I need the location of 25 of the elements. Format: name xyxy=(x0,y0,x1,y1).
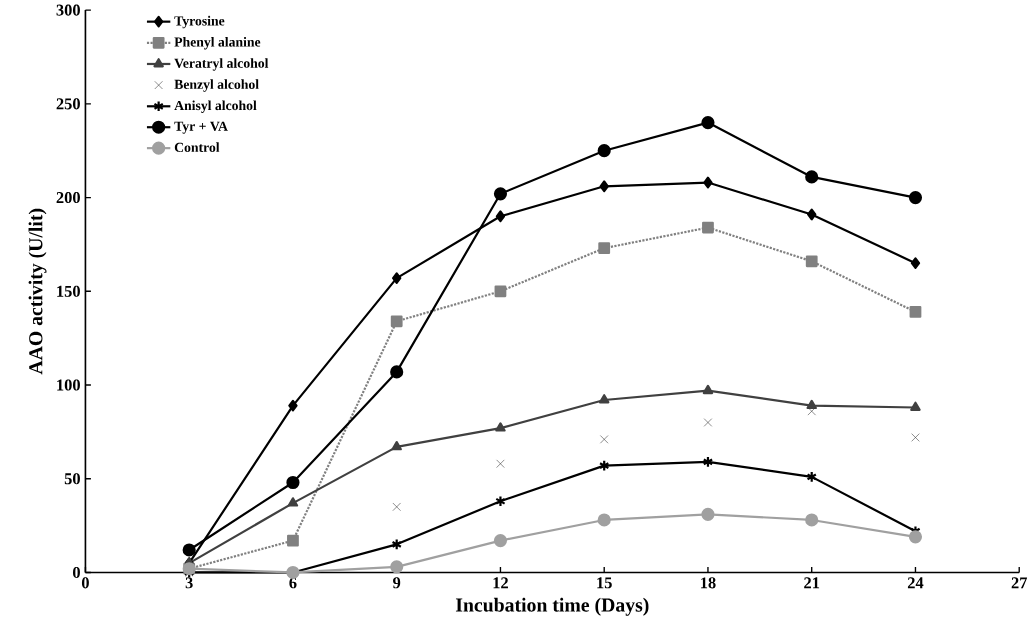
x-tick-label: 24 xyxy=(907,577,924,589)
x-tick-label: 12 xyxy=(493,577,508,589)
y-tick-label: 50 xyxy=(64,473,80,485)
x-tick-label: 27 xyxy=(1011,577,1028,589)
legend-label: Benzyl alcohol xyxy=(174,79,259,92)
x-tick-label: 15 xyxy=(597,577,612,589)
x-tick-label: 21 xyxy=(804,577,820,589)
x-tick-label: 0 xyxy=(81,577,89,589)
y-tick-label: 0 xyxy=(72,566,80,578)
y-tick-label: 250 xyxy=(56,98,80,110)
legend-label: Phenyl alanine xyxy=(174,36,261,50)
y-tick-label: 100 xyxy=(57,379,80,391)
x-tick-label: 18 xyxy=(701,577,716,589)
y-axis-title: AAO activity (U/lit) xyxy=(28,208,47,375)
y-tick-label: 200 xyxy=(56,191,80,203)
x-tick-label: 3 xyxy=(185,577,193,589)
legend-label: Veratryl alcohol xyxy=(174,58,269,71)
y-tick-label: 150 xyxy=(57,285,80,297)
legend-label: Tyrosine xyxy=(174,15,225,29)
y-tick-label: 300 xyxy=(56,4,80,16)
legend-label: Tyr + VA xyxy=(174,121,228,134)
legend-label: Control xyxy=(174,142,220,152)
legend-label: Anisyl alcohol xyxy=(174,100,257,113)
x-axis-title: Incubation time (Days) xyxy=(455,597,649,616)
x-tick-label: 9 xyxy=(393,577,401,589)
